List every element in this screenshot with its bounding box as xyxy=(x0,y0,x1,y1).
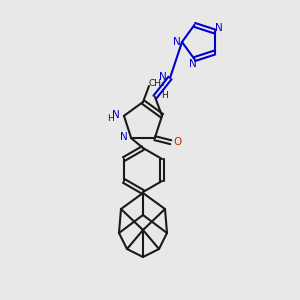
Text: N: N xyxy=(215,23,223,34)
Text: N: N xyxy=(189,59,197,69)
Text: N: N xyxy=(120,132,128,142)
Text: N: N xyxy=(173,37,181,47)
Text: CH₃: CH₃ xyxy=(149,79,165,88)
Text: H: H xyxy=(108,114,114,123)
Text: N: N xyxy=(112,110,120,120)
Text: N: N xyxy=(159,72,167,82)
Text: O: O xyxy=(174,137,182,147)
Text: H: H xyxy=(160,91,167,100)
